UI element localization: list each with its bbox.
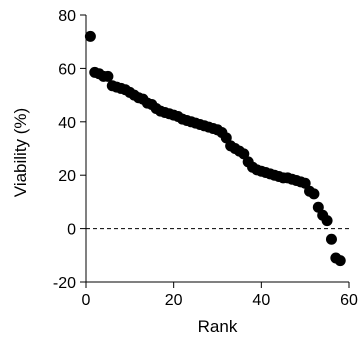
y-tick-label: 20: [58, 168, 76, 185]
data-point: [312, 201, 324, 213]
y-tick-label: 0: [67, 222, 76, 239]
y-tick-label: -20: [53, 275, 76, 292]
data-point: [308, 188, 320, 200]
data-point: [220, 132, 232, 144]
data-point: [334, 255, 346, 267]
y-tick-label: 80: [58, 8, 76, 25]
axes: [85, 15, 349, 283]
data-point: [321, 215, 333, 227]
x-tick-label: 20: [165, 292, 183, 309]
data-point: [84, 30, 96, 42]
x-tick-label: 60: [340, 292, 358, 309]
x-tick-label: 40: [252, 292, 270, 309]
data-point: [325, 233, 337, 245]
data-point: [102, 70, 114, 82]
y-tick-label: 40: [58, 115, 76, 132]
data-point: [299, 177, 311, 189]
y-axis-label: Viability (%): [11, 108, 30, 197]
x-ticks: 0 20 40 60: [82, 282, 358, 309]
x-axis-label: Rank: [198, 317, 238, 336]
data-points: [84, 30, 346, 267]
x-tick-label: 0: [82, 292, 91, 309]
y-ticks: -20 0 20 40 60 80: [53, 8, 86, 292]
y-tick-label: 60: [58, 61, 76, 78]
data-point: [238, 148, 250, 160]
